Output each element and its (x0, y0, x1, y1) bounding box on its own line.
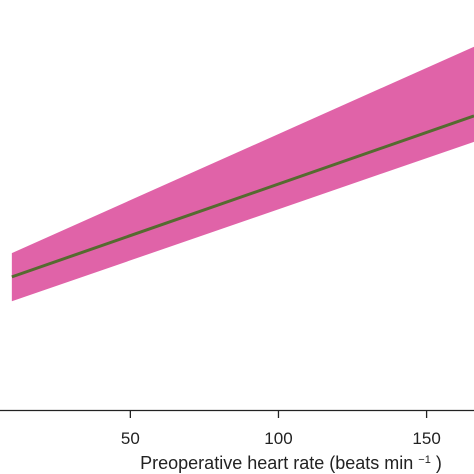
fit-line (11, 114, 474, 279)
x-ticks: 50 100 150 (121, 410, 441, 448)
confidence-band (11, 46, 474, 302)
plot-area (11, 46, 474, 302)
x-tick-label: 100 (264, 429, 292, 448)
x-tick-label: 50 (121, 429, 140, 448)
x-axis-label: Preoperative heart rate (beats min −1 ) (140, 453, 442, 473)
x-tick-label: 150 (412, 429, 440, 448)
